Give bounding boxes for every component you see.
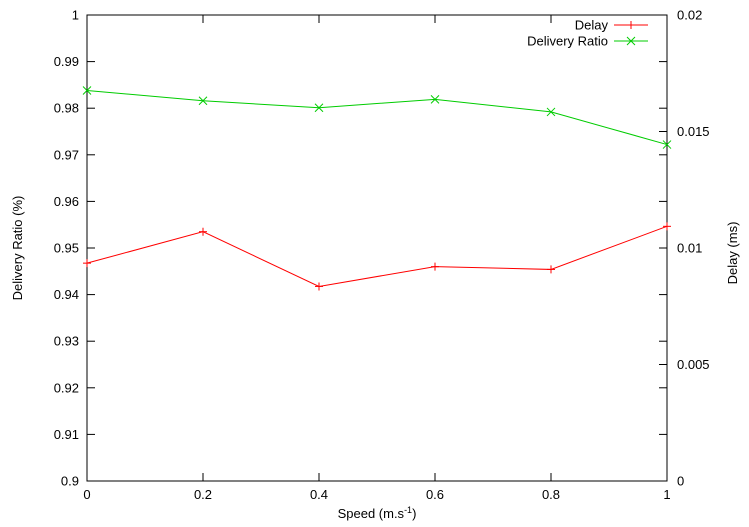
y-left-tick-label: 0.93: [54, 334, 79, 349]
y-left-tick-label: 0.9: [61, 474, 79, 489]
y-left-tick-label: 0.91: [54, 427, 79, 442]
x-tick-label: 0.6: [426, 487, 444, 502]
data-point-delivery-ratio: [430, 94, 440, 104]
y-axis-left: 0.9 0.91 0.92 0.93 0.94 0.95 0.96 0.97 0.98 0.99 1: [54, 8, 667, 489]
y-left-tick-label: 0.99: [54, 54, 79, 69]
series-delay: [83, 222, 671, 291]
data-point-delivery-ratio: [198, 96, 208, 106]
y-axis-left-title: Delivery Ratio (%): [10, 196, 25, 301]
plot-frame-group: [86, 14, 668, 482]
y-left-tick-label: 0.96: [54, 194, 79, 209]
series-line-delivery-ratio: [86, 89, 668, 146]
x-axis-title: Speed (m.s-1): [338, 505, 417, 521]
x-tick-label: 0.2: [194, 487, 212, 502]
plot-frame: [86, 14, 668, 482]
y-left-tick-label: 0.97: [54, 147, 79, 162]
series-delivery-ratio: [82, 86, 672, 149]
y-right-tick-label: 0.005: [677, 357, 710, 372]
data-point-delivery-ratio: [314, 103, 324, 113]
x-axis-title-suffix: ): [412, 506, 416, 521]
series-layer: [82, 86, 672, 291]
y-left-tick-label: 1: [72, 8, 79, 23]
series-line-delay: [86, 225, 668, 287]
y-left-tick-label: 0.98: [54, 101, 79, 116]
legend-marker-delivery-ratio: [626, 36, 636, 46]
x-tick-label: 0.4: [310, 487, 328, 502]
x-tick-label: 0.8: [542, 487, 560, 502]
legend-label-delay: Delay: [575, 18, 609, 33]
y-right-tick-label: 0.02: [677, 8, 702, 23]
y-axis-right-title: Delay (ms): [725, 222, 740, 285]
x-axis-title-superscript: -1: [404, 505, 412, 515]
data-point-delivery-ratio: [662, 140, 672, 149]
y-left-tick-label: 0.92: [54, 380, 79, 395]
data-point-delivery-ratio: [546, 107, 556, 117]
y-axis-right: 0 0.005 0.01 0.015 0.02: [659, 8, 710, 489]
x-tick-label: 1: [663, 487, 670, 502]
y-right-tick-label: 0: [677, 474, 684, 489]
x-tick-label: 0: [83, 487, 90, 502]
y-right-tick-label: 0.01: [677, 241, 702, 256]
x-axis-title-main: Speed (m.s: [338, 506, 405, 521]
y-right-tick-label: 0.015: [677, 124, 710, 139]
y-left-tick-label: 0.94: [54, 287, 79, 302]
data-point-delivery-ratio: [82, 86, 92, 95]
legend-label-delivery-ratio: Delivery Ratio: [527, 34, 608, 49]
y-left-tick-label: 0.95: [54, 241, 79, 256]
x-axis: 0 0.2 0.4 0.6 0.8 1: [83, 15, 671, 502]
